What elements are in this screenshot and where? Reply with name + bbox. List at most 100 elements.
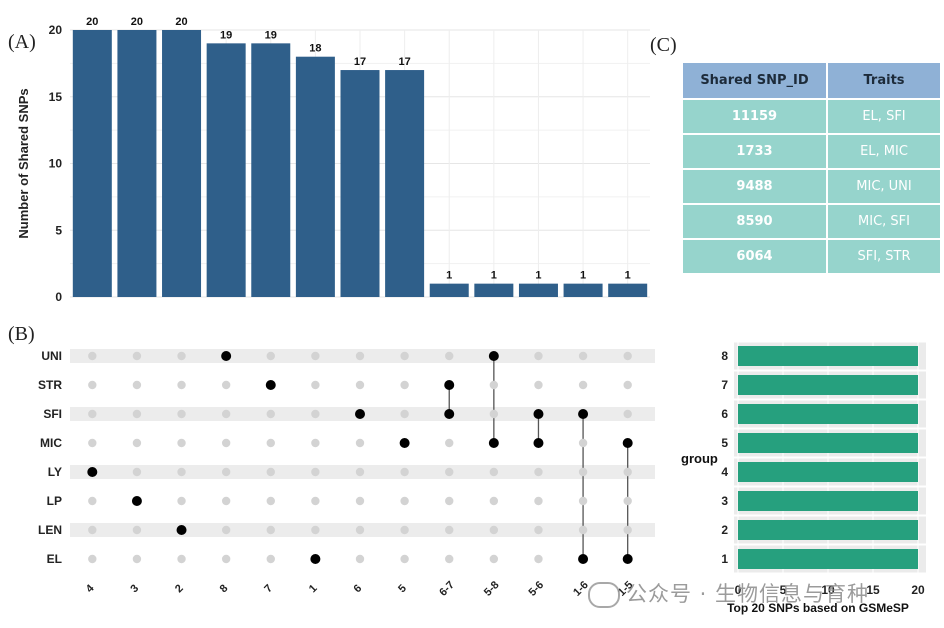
y-tick-label: 10: [49, 157, 63, 171]
matrix-column-label: 7: [262, 582, 275, 595]
table-header-row: Shared SNP_ID Traits: [683, 63, 942, 100]
x-tick-label: 20: [911, 583, 925, 597]
matrix-dot: [221, 409, 231, 419]
bar: [385, 70, 425, 297]
matrix-row-label: SFI: [43, 407, 62, 421]
matrix-dot: [400, 554, 409, 564]
matrix-dot: [266, 496, 275, 506]
table-row: 8590 MIC, SFI: [683, 205, 942, 240]
matrix-dot: [489, 380, 499, 390]
bar: [72, 30, 112, 297]
bar-data-label: 20: [86, 16, 98, 28]
matrix-dot: [355, 351, 365, 361]
bar-data-label: 20: [131, 16, 143, 28]
matrix-column-label: 1: [307, 582, 320, 595]
x-tick-label: 5: [780, 583, 787, 597]
matrix-dot: [132, 351, 142, 361]
matrix-dot-active: [176, 525, 187, 535]
matrix-dot-active: [444, 409, 455, 419]
matrix-dot: [578, 380, 588, 390]
bar-data-label: 18: [309, 43, 321, 55]
matrix-dot: [88, 438, 97, 448]
bar-data-label: 1: [625, 270, 631, 282]
matrix-dot: [445, 496, 454, 506]
matrix-dot: [623, 496, 632, 506]
bar-data-label: 1: [580, 270, 586, 282]
y-tick-label: 15: [49, 90, 63, 104]
matrix-dot: [400, 409, 409, 419]
matrix-dot: [534, 496, 543, 506]
y-tick-label: 7: [721, 378, 728, 392]
y-tick-label: 5: [721, 436, 728, 450]
bar: [206, 43, 246, 297]
matrix-dot: [534, 525, 543, 535]
watermark-text: 公众号 · 生物信息与育种: [626, 582, 870, 606]
panel-label-b: (B): [8, 323, 35, 345]
matrix-dot: [355, 438, 365, 448]
bar: [738, 491, 918, 511]
table-row: 9488 MIC, UNI: [683, 170, 942, 205]
matrix-dot: [623, 525, 632, 535]
matrix-dot-active: [265, 380, 276, 390]
table-cell-snp-id: 8590: [683, 205, 828, 240]
matrix-dot: [578, 467, 588, 477]
matrix-dot: [266, 554, 275, 564]
matrix-dot: [88, 496, 97, 506]
y-tick-label: 8: [721, 349, 728, 363]
bar-data-label: 19: [265, 29, 277, 41]
matrix-dot: [177, 351, 186, 361]
matrix-dot: [88, 554, 97, 564]
matrix-dot: [177, 496, 186, 506]
matrix-dot: [88, 525, 97, 535]
matrix-dot: [221, 467, 231, 477]
matrix-column-label: 3: [128, 582, 141, 595]
shared-snp-table: Shared SNP_ID Traits 11159 EL, SFI 1733 …: [683, 63, 942, 275]
bar: [429, 283, 469, 297]
matrix-dot: [177, 409, 186, 419]
matrix-dot: [489, 409, 499, 419]
y-tick-label: 1: [721, 552, 728, 566]
bar: [738, 520, 918, 540]
matrix-row-label: LY: [48, 465, 62, 479]
y-axis-label: group: [681, 451, 718, 466]
bar: [474, 283, 514, 297]
matrix-dot: [355, 467, 365, 477]
bar-data-label: 1: [491, 270, 497, 282]
matrix-dot-active: [221, 351, 232, 361]
matrix-dot: [132, 467, 142, 477]
matrix-column-label: 6: [351, 582, 364, 595]
matrix-dot-active: [87, 467, 98, 477]
matrix-dot: [132, 554, 142, 564]
table-cell-traits: EL, SFI: [828, 100, 942, 135]
table-cell-snp-id: 9488: [683, 170, 828, 205]
y-tick-label: 6: [721, 407, 728, 421]
table-cell-traits: MIC, UNI: [828, 170, 942, 205]
matrix-dot: [445, 351, 454, 361]
matrix-dot: [489, 496, 499, 506]
matrix-dot: [311, 438, 320, 448]
matrix-dot: [534, 467, 543, 477]
matrix-dot-active: [622, 438, 633, 448]
matrix-dot: [311, 525, 320, 535]
matrix-dot: [355, 496, 365, 506]
table-row: 1733 EL, MIC: [683, 135, 942, 170]
matrix-dot: [88, 409, 97, 419]
matrix-dot: [177, 554, 186, 564]
matrix-dot: [400, 380, 409, 390]
matrix-dot-active: [399, 438, 410, 448]
matrix-dot: [445, 554, 454, 564]
matrix-dot: [221, 496, 231, 506]
matrix-row-label: EL: [47, 552, 62, 566]
matrix-dot-active: [355, 409, 365, 419]
bar: [162, 30, 202, 297]
matrix-dot: [534, 351, 543, 361]
matrix-dot: [177, 438, 186, 448]
table-row: 6064 SFI, STR: [683, 240, 942, 275]
matrix-dot-active: [488, 438, 499, 448]
matrix-dot: [578, 496, 588, 506]
matrix-dot: [221, 380, 231, 390]
matrix-dot: [266, 438, 275, 448]
bar-data-label: 19: [220, 29, 232, 41]
